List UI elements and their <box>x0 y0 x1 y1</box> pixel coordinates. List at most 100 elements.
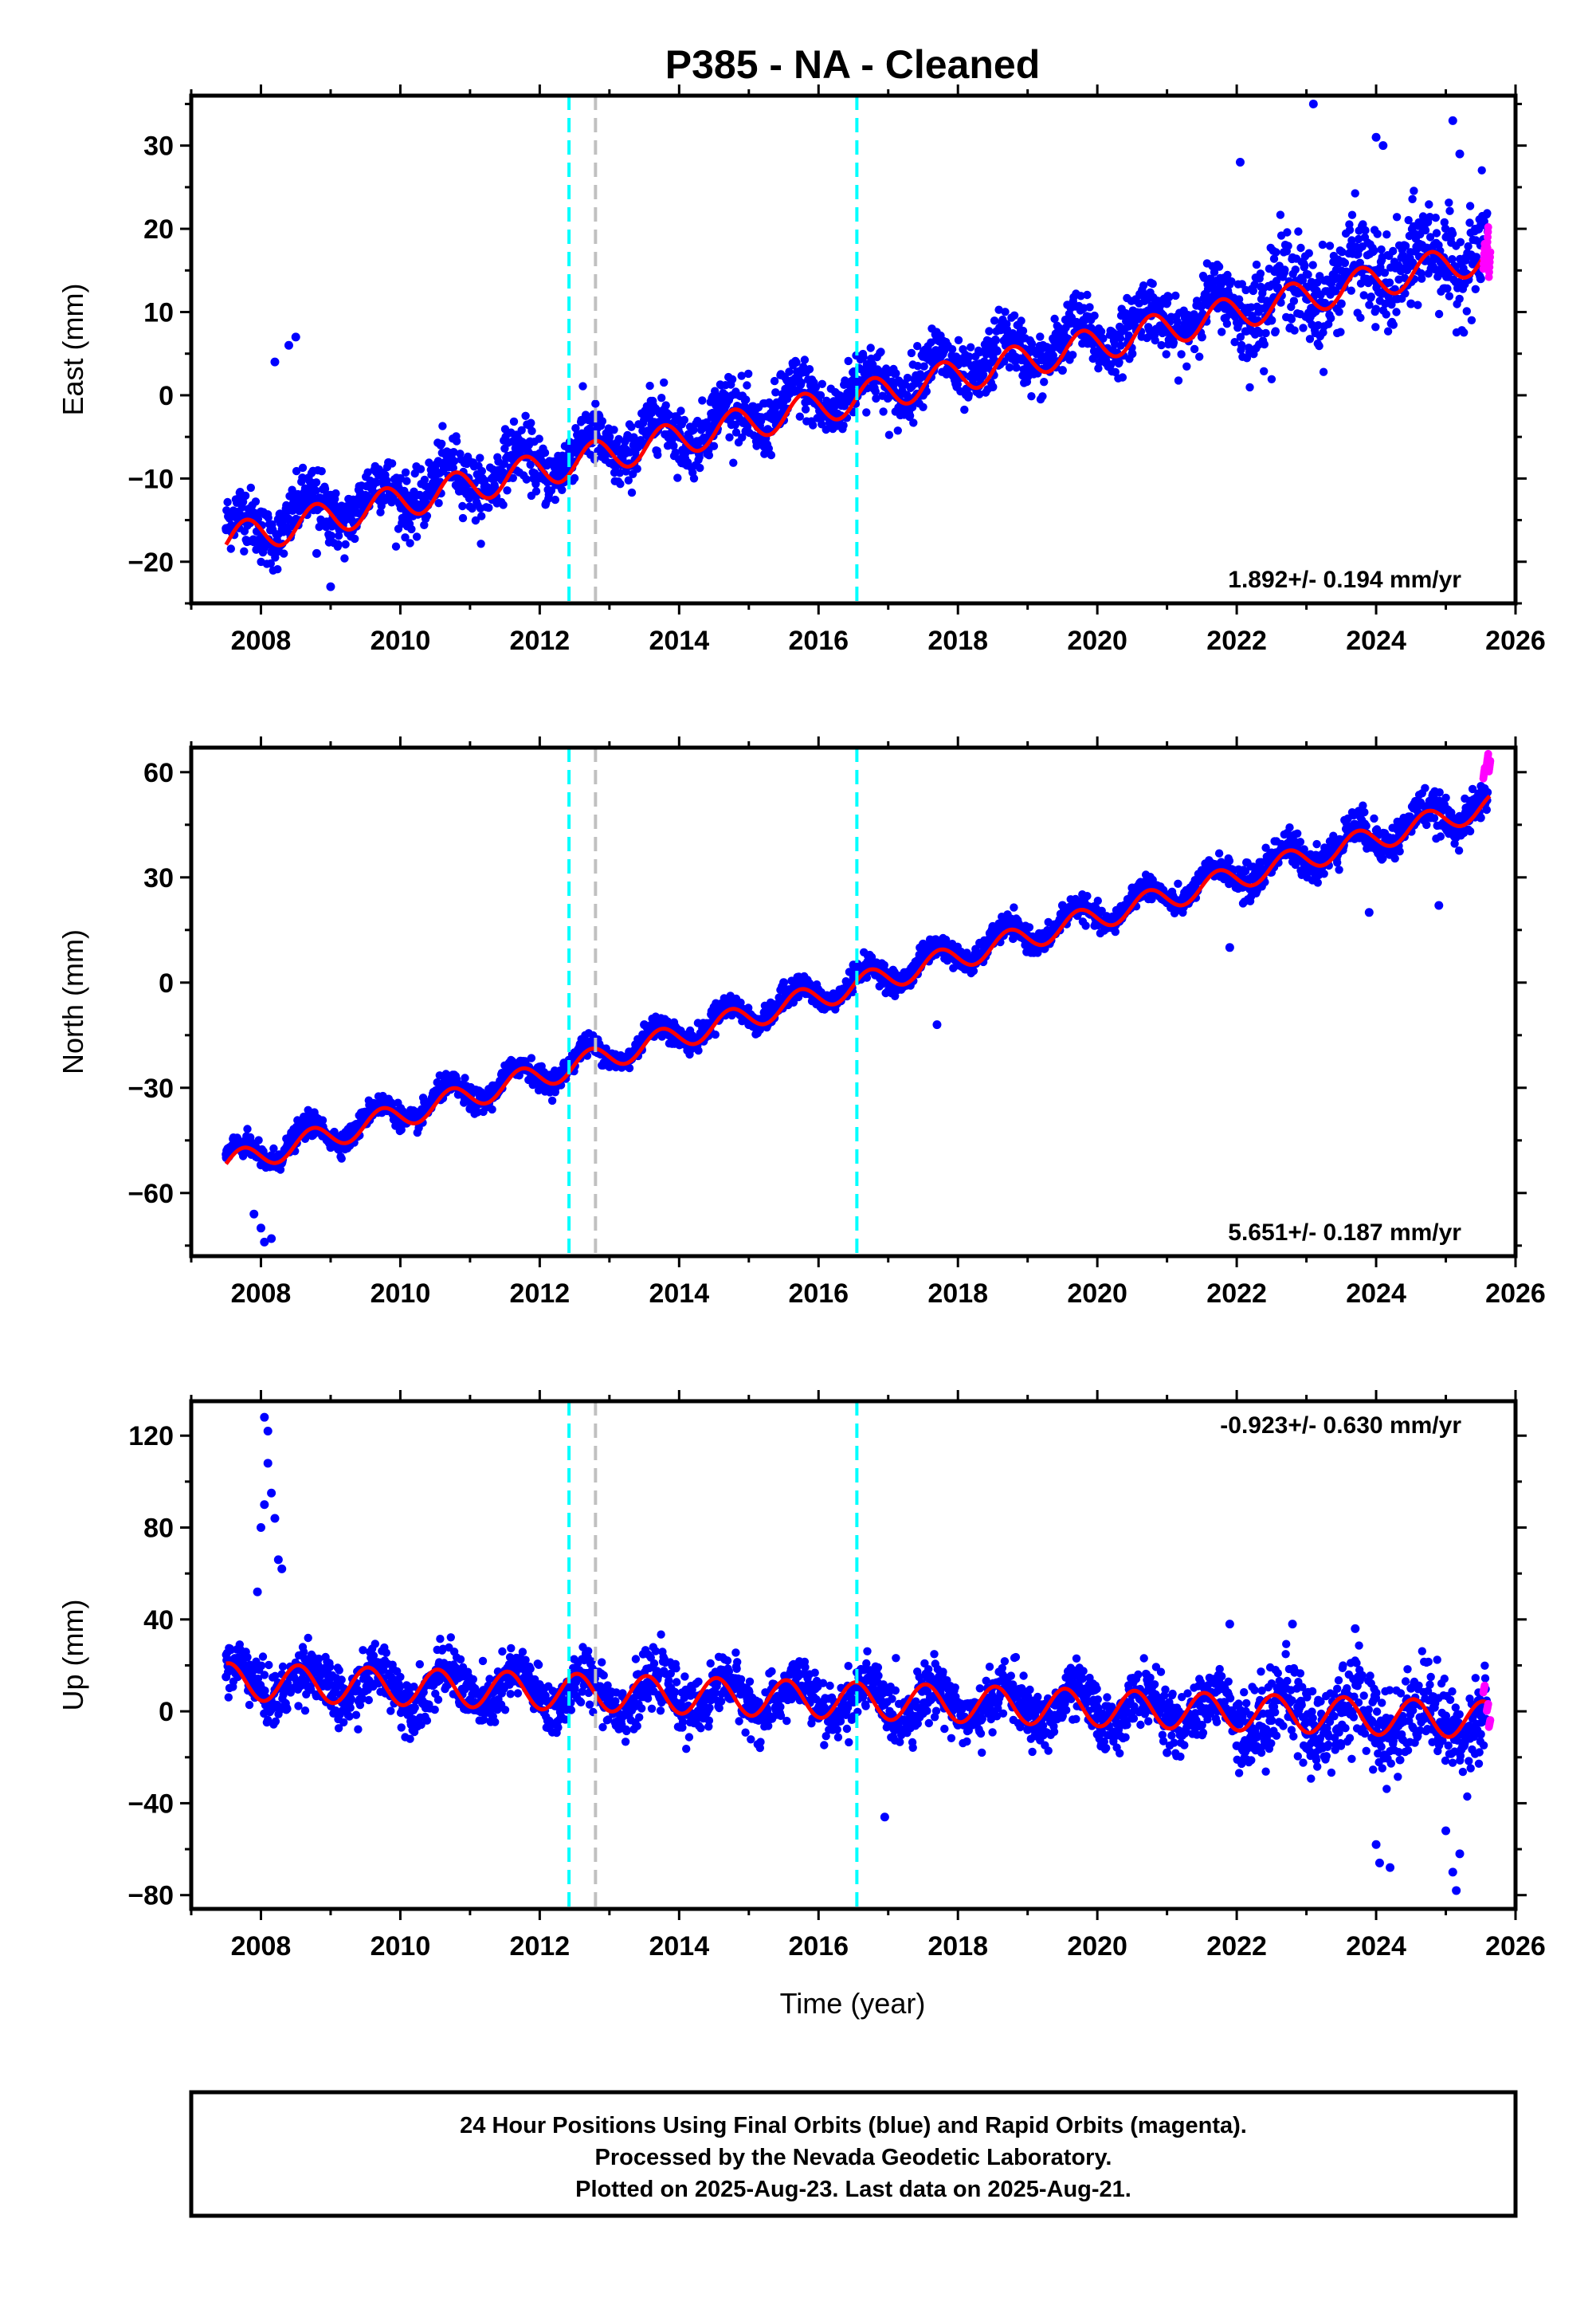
final-orbit-point <box>893 426 903 435</box>
final-orbit-point <box>254 1136 263 1145</box>
final-orbit-point <box>465 457 475 466</box>
final-orbit-point <box>312 478 321 487</box>
final-orbit-point <box>410 469 419 478</box>
rate-label: 1.892+/- 0.194 mm/yr <box>1228 567 1461 593</box>
final-orbit-point <box>814 391 823 400</box>
final-orbit-point <box>839 421 848 430</box>
final-orbit-point <box>1127 349 1137 359</box>
final-orbit-point <box>909 418 918 427</box>
x-tick-label: 2012 <box>510 626 571 656</box>
final-orbit-point <box>1069 351 1077 359</box>
y-tick-label: −20 <box>127 548 174 578</box>
final-orbit-point <box>725 433 734 442</box>
final-orbit-point <box>1252 260 1261 269</box>
x-tick-label: 2026 <box>1485 626 1546 656</box>
final-orbit-point <box>764 444 773 453</box>
final-orbit-point <box>1190 344 1199 354</box>
final-orbit-point <box>1467 316 1476 324</box>
final-orbit-point <box>1425 233 1435 242</box>
final-orbit-point <box>709 442 719 450</box>
final-orbit-point <box>1197 332 1206 342</box>
final-orbit-point <box>698 396 707 405</box>
final-orbit-point <box>1261 328 1270 338</box>
outlier-point <box>326 582 335 591</box>
final-orbit-point <box>1222 320 1232 328</box>
final-orbit-point <box>1345 226 1355 234</box>
final-orbit-point <box>1335 308 1343 316</box>
final-orbit-point <box>422 512 432 520</box>
final-orbit-point <box>1273 283 1283 292</box>
final-orbit-point <box>1293 829 1302 838</box>
final-orbit-point <box>1260 367 1269 375</box>
final-orbit-point <box>222 524 231 533</box>
outlier-point <box>270 357 280 367</box>
final-orbit-point <box>334 532 343 540</box>
outlier-point <box>1378 141 1388 151</box>
final-orbit-point <box>627 488 637 497</box>
final-orbit-point <box>531 469 539 477</box>
final-orbit-point <box>318 1116 327 1125</box>
final-orbit-point <box>1371 323 1380 332</box>
final-orbit-point <box>859 352 868 362</box>
final-orbit-point <box>1256 269 1265 278</box>
final-orbit-point <box>1389 320 1398 329</box>
final-orbit-point <box>1018 326 1028 336</box>
final-orbit-point <box>770 376 779 386</box>
x-tick-label: 2014 <box>649 626 709 656</box>
final-orbit-point <box>337 1154 346 1163</box>
final-orbit-point <box>412 532 422 541</box>
final-orbit-point <box>785 367 794 376</box>
final-orbit-point <box>458 513 468 523</box>
outlier-point <box>291 332 300 342</box>
y-tick-label: 10 <box>143 298 174 328</box>
final-orbit-point <box>437 439 446 448</box>
final-orbit-point <box>1010 903 1018 912</box>
final-orbit-point <box>661 401 670 410</box>
final-orbit-point <box>1445 292 1454 300</box>
final-orbit-point <box>919 403 927 411</box>
final-orbit-point <box>1371 304 1381 313</box>
final-orbit-point <box>407 524 416 534</box>
final-orbit-point <box>657 394 666 403</box>
x-tick-label: 2008 <box>231 626 292 656</box>
final-orbit-point <box>866 344 875 352</box>
final-orbit-point <box>1093 897 1103 905</box>
final-orbit-point <box>1448 230 1457 238</box>
final-orbit-point <box>508 473 517 482</box>
final-orbit-point <box>376 508 385 516</box>
final-orbit-point <box>1456 238 1465 246</box>
final-orbit-point <box>1347 236 1356 245</box>
final-orbit-point <box>515 1071 524 1080</box>
final-orbit-point <box>570 473 579 483</box>
final-orbit-point <box>372 478 381 487</box>
final-orbit-point <box>326 490 335 500</box>
final-orbit-point <box>1392 213 1402 222</box>
final-orbit-point <box>551 495 559 505</box>
final-orbit-point <box>1276 298 1285 307</box>
final-orbit-point <box>1315 341 1323 351</box>
final-orbit-point <box>243 1125 252 1133</box>
final-orbit-point <box>488 1105 496 1114</box>
final-orbit-point <box>1440 218 1449 227</box>
final-orbit-point <box>340 554 349 563</box>
x-tick-label: 2020 <box>1067 626 1127 656</box>
final-orbit-point <box>1414 300 1422 309</box>
final-orbit-point <box>527 418 535 427</box>
final-orbit-point <box>1260 340 1269 349</box>
final-orbit-point <box>1214 262 1224 271</box>
final-orbit-point <box>571 424 580 433</box>
final-orbit-point <box>1290 326 1299 335</box>
final-orbit-point <box>1336 299 1346 308</box>
final-orbit-point <box>797 378 806 387</box>
x-tick-label: 2018 <box>927 626 988 656</box>
final-orbit-point <box>1116 334 1125 343</box>
final-orbit-point <box>223 497 232 507</box>
final-orbit-point <box>1237 280 1247 289</box>
final-orbit-point <box>1005 363 1014 372</box>
final-orbit-point <box>458 501 467 511</box>
final-orbit-point <box>1400 273 1410 282</box>
final-orbit-point <box>1382 230 1391 239</box>
final-orbit-point <box>744 369 753 379</box>
final-orbit-point <box>264 513 273 522</box>
final-orbit-point <box>1010 311 1019 320</box>
